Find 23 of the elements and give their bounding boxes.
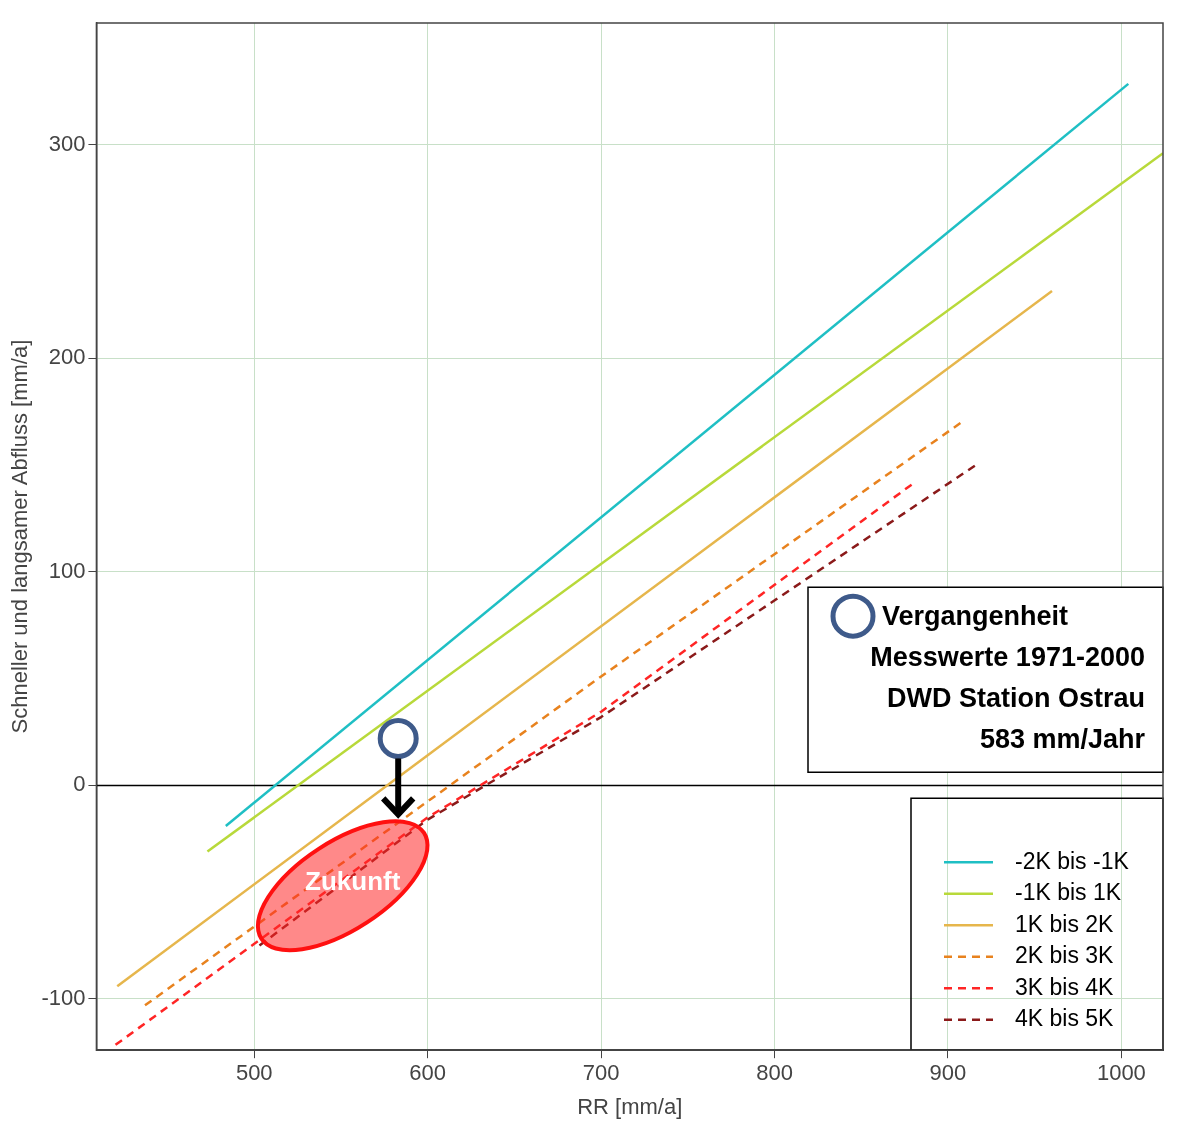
y-tick-label: 300: [48, 130, 86, 156]
x-tick-label: 1000: [1096, 1060, 1146, 1086]
legend-label: 4K bis 5K: [1015, 1005, 1115, 1032]
legend-label: 3K bis 4K: [1015, 973, 1115, 1000]
x-tick-label: 600: [409, 1060, 447, 1086]
legend-label: 1K bis 2K: [1015, 910, 1115, 937]
y-tick-label: -100: [41, 985, 86, 1011]
y-tick-label: 0: [73, 771, 86, 797]
x-tick-label: 900: [929, 1060, 967, 1086]
y-tick-label: 100: [48, 557, 86, 583]
y-tick-label: 200: [48, 344, 86, 370]
legend-label: -2K bis -1K: [1015, 847, 1130, 874]
annotation: Messwerte 1971-2000: [870, 641, 1145, 672]
legend-label: Vergangenheit: [882, 600, 1069, 631]
x-axis-title: RR [mm/a]: [577, 1093, 683, 1119]
x-tick-label: 800: [756, 1060, 793, 1086]
annotation: 583 mm/Jahr: [979, 723, 1146, 754]
legend-label: 2K bis 3K: [1015, 942, 1115, 969]
x-tick-label: 700: [582, 1060, 620, 1086]
x-tick-label: 500: [235, 1060, 273, 1086]
legend-label: -1K bis 1K: [1015, 879, 1122, 906]
annotation: DWD Station Ostrau: [886, 682, 1145, 713]
y-axis-title: Schneller und langsamer Abfluss [mm/a]: [7, 339, 33, 734]
